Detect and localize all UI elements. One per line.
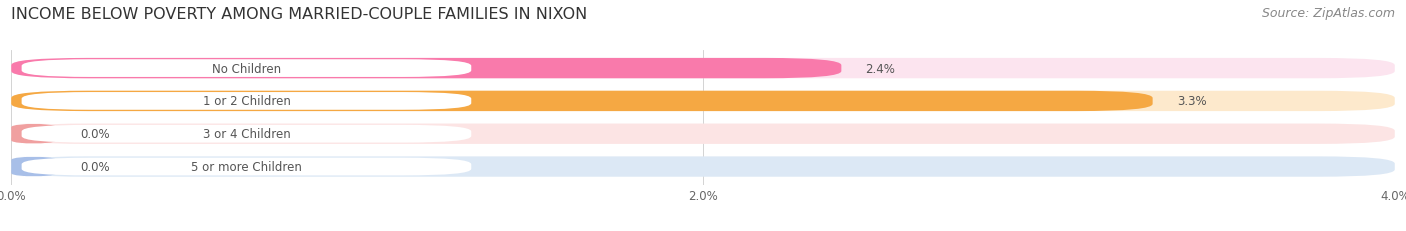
Text: 0.0%: 0.0% bbox=[80, 128, 110, 141]
Text: 5 or more Children: 5 or more Children bbox=[191, 160, 302, 173]
FancyBboxPatch shape bbox=[21, 93, 471, 110]
FancyBboxPatch shape bbox=[11, 124, 56, 144]
FancyBboxPatch shape bbox=[21, 125, 471, 143]
FancyBboxPatch shape bbox=[11, 91, 1395, 112]
FancyBboxPatch shape bbox=[11, 157, 56, 177]
FancyBboxPatch shape bbox=[21, 158, 471, 176]
FancyBboxPatch shape bbox=[11, 91, 1153, 112]
Text: 3.3%: 3.3% bbox=[1177, 95, 1206, 108]
Text: 1 or 2 Children: 1 or 2 Children bbox=[202, 95, 291, 108]
FancyBboxPatch shape bbox=[11, 124, 1395, 144]
Text: 2.4%: 2.4% bbox=[866, 62, 896, 75]
Text: 3 or 4 Children: 3 or 4 Children bbox=[202, 128, 290, 141]
FancyBboxPatch shape bbox=[11, 59, 841, 79]
FancyBboxPatch shape bbox=[21, 60, 471, 78]
Text: No Children: No Children bbox=[212, 62, 281, 75]
Text: 0.0%: 0.0% bbox=[80, 160, 110, 173]
FancyBboxPatch shape bbox=[11, 59, 1395, 79]
Text: INCOME BELOW POVERTY AMONG MARRIED-COUPLE FAMILIES IN NIXON: INCOME BELOW POVERTY AMONG MARRIED-COUPL… bbox=[11, 7, 588, 22]
FancyBboxPatch shape bbox=[11, 157, 1395, 177]
Text: Source: ZipAtlas.com: Source: ZipAtlas.com bbox=[1261, 7, 1395, 20]
